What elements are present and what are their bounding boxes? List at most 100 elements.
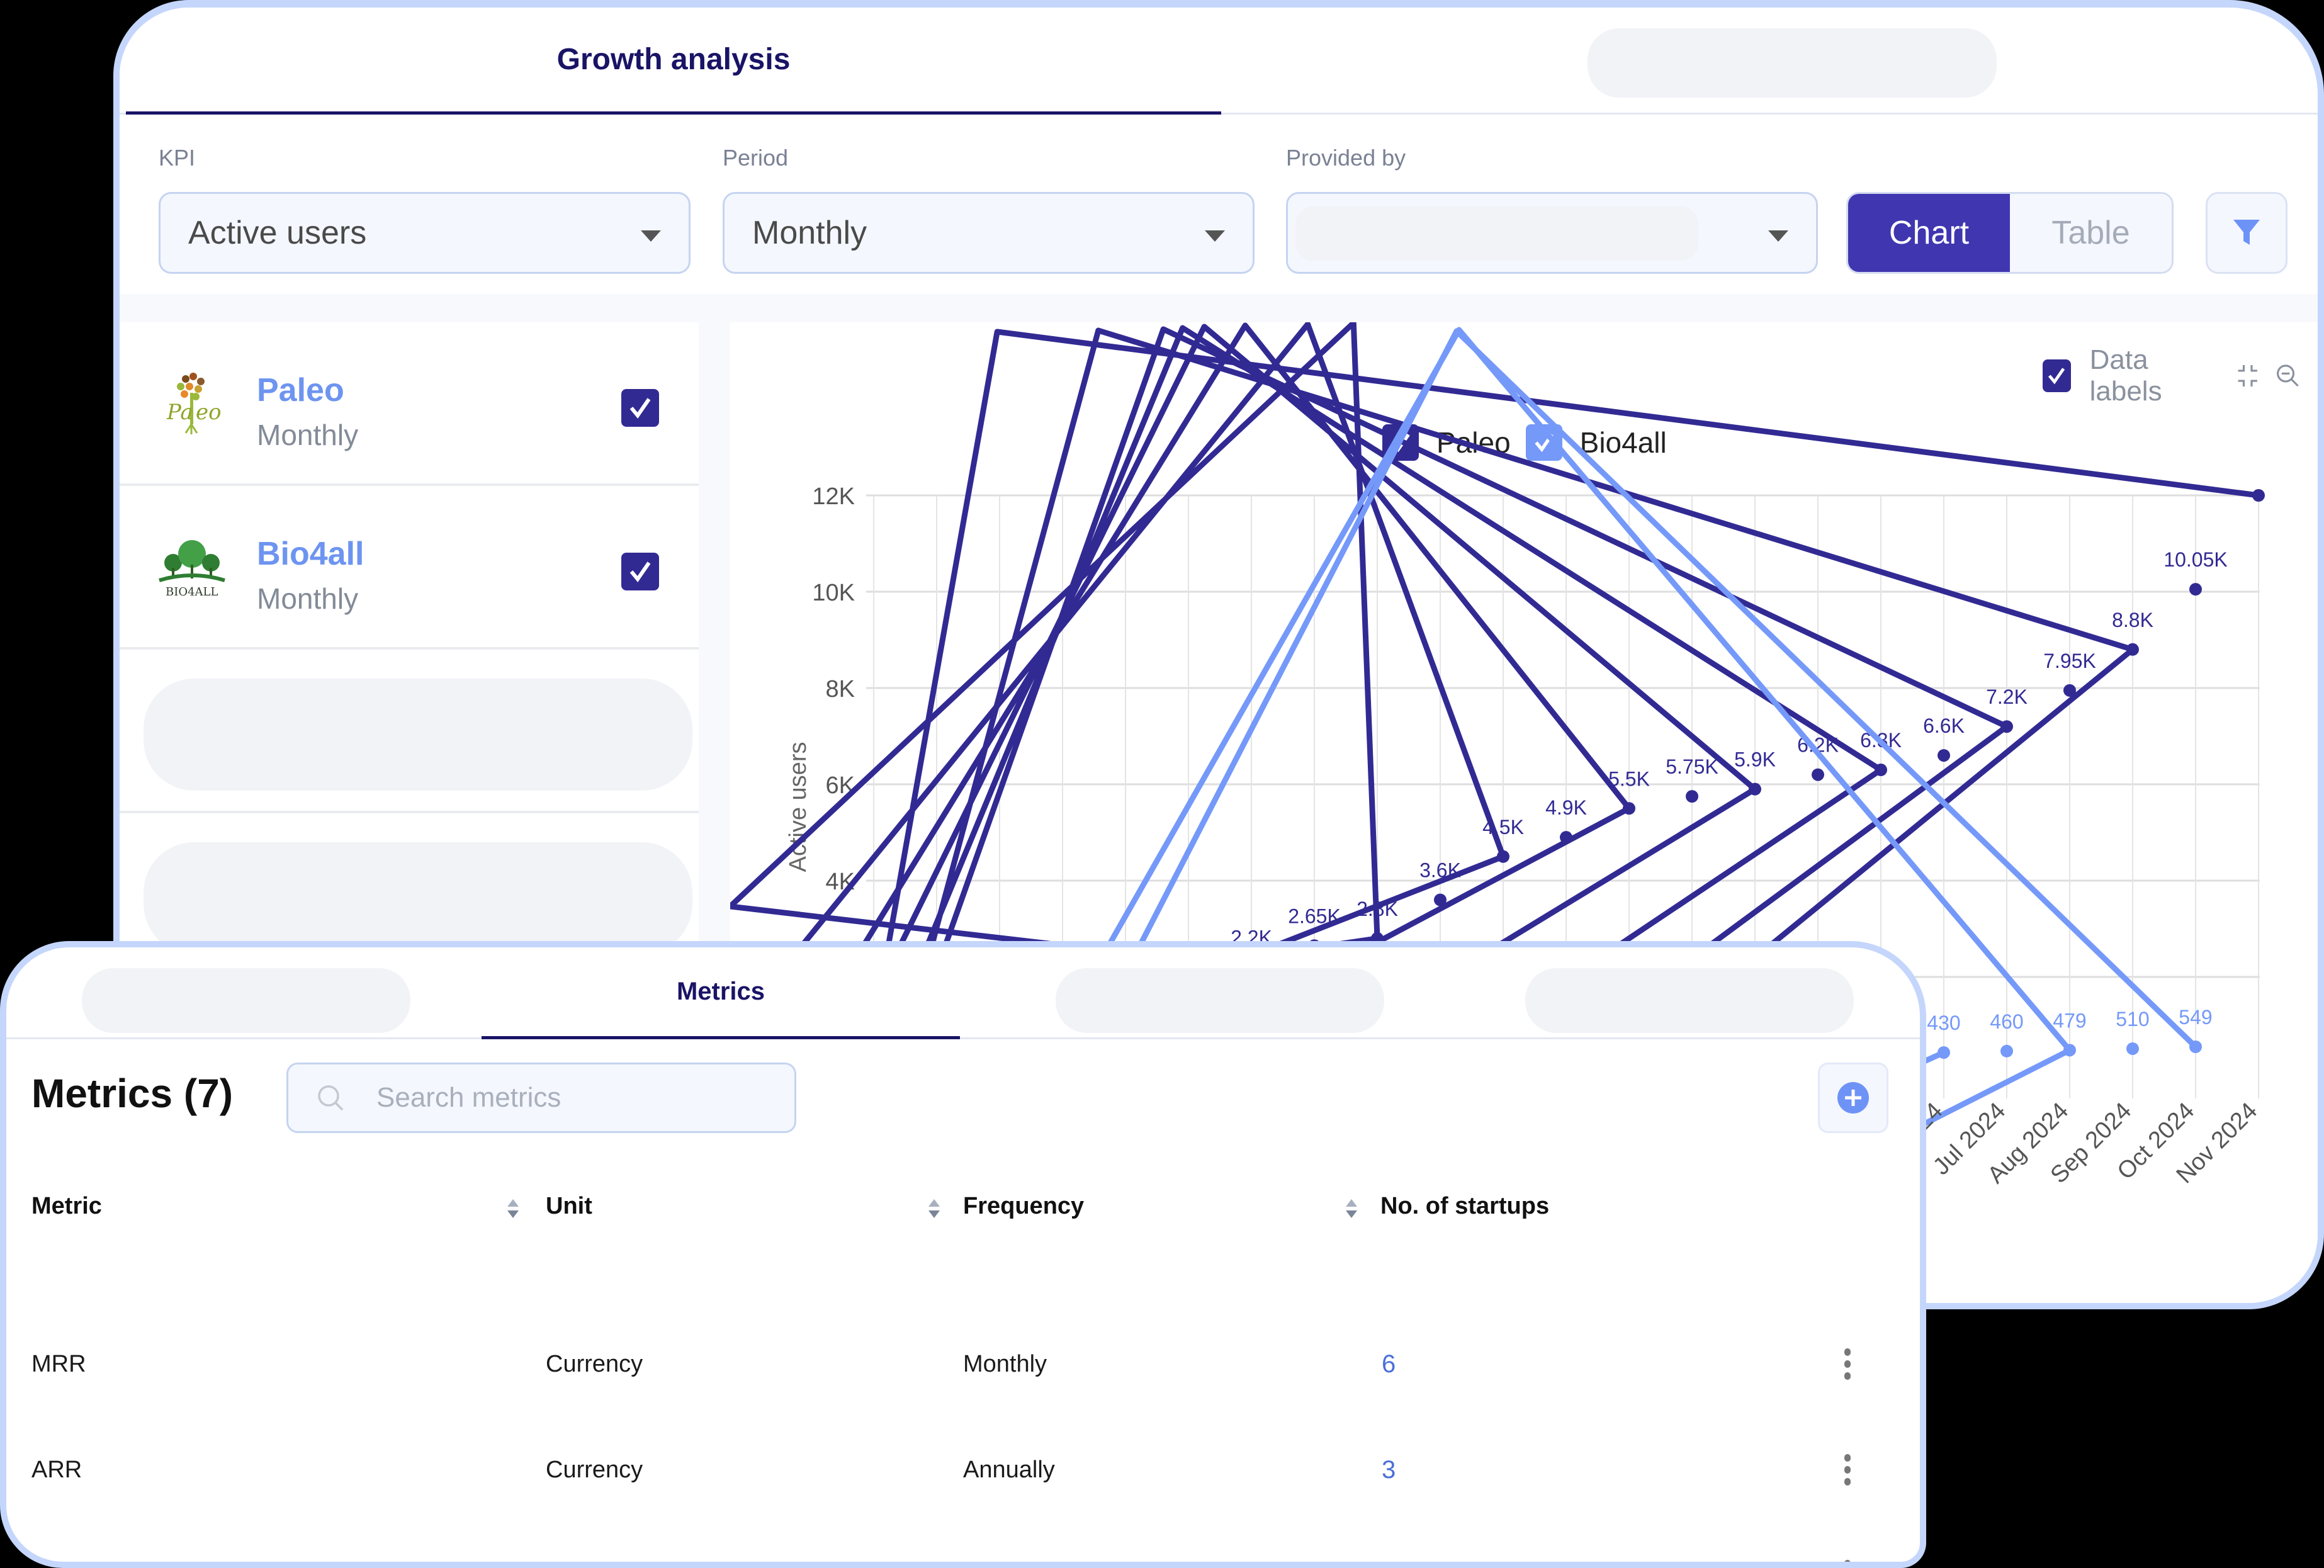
kpi-value: Active users — [188, 215, 367, 251]
cell-metric: MRR — [31, 1350, 86, 1377]
svg-text:7.95K: 7.95K — [2043, 650, 2096, 672]
zoom-in-icon[interactable] — [2317, 362, 2324, 390]
more-options-icon[interactable] — [1844, 1417, 1851, 1523]
period-select[interactable]: Monthly — [723, 192, 1255, 274]
svg-text:3.6K: 3.6K — [1419, 859, 1461, 882]
provided-by-select[interactable] — [1286, 192, 1818, 274]
startup-name[interactable]: Paleo — [257, 372, 344, 409]
table-row[interactable]: ARR Currency Annually 3 — [6, 1417, 1920, 1523]
checkmark-icon — [2048, 368, 2065, 385]
more-options-icon[interactable] — [1844, 1311, 1851, 1417]
cell-unit: Currency — [546, 1456, 643, 1483]
paleo-logo: Pa eo — [166, 373, 222, 434]
startup-item-paleo[interactable]: Pa eo Paleo Monthly — [120, 322, 699, 486]
sort-icon[interactable] — [1345, 1198, 1358, 1219]
sort-icon[interactable] — [927, 1198, 941, 1219]
period-label: Period — [723, 145, 789, 171]
tab-metrics[interactable]: Metrics — [482, 947, 960, 1039]
cell-startups-link[interactable]: 3 — [1382, 1455, 1396, 1484]
search-metrics-field[interactable] — [286, 1063, 796, 1133]
data-labels-label: Data labels — [2089, 344, 2162, 407]
svg-text:4.9K: 4.9K — [1545, 796, 1587, 819]
tab-placeholder[interactable] — [82, 968, 410, 1033]
svg-text:549: 549 — [2179, 1006, 2212, 1029]
svg-text:8K: 8K — [826, 676, 855, 702]
startup-item-placeholder — [120, 650, 699, 813]
svg-text:12K: 12K — [812, 483, 855, 510]
startup-checkbox-paleo[interactable] — [621, 389, 659, 427]
provided-by-placeholder — [1295, 206, 1698, 261]
cell-frequency: Monthly — [963, 1350, 1047, 1377]
skeleton-block — [144, 679, 692, 791]
checkmark-icon — [629, 561, 651, 582]
cell-frequency: Annually — [963, 1456, 1055, 1483]
filter-button[interactable] — [2206, 192, 2287, 274]
svg-text:10K: 10K — [812, 580, 855, 606]
svg-text:5.5K: 5.5K — [1608, 767, 1650, 790]
svg-text:4.5K: 4.5K — [1482, 816, 1524, 838]
column-header-metric[interactable]: Metric — [31, 1193, 102, 1219]
cell-metric: Retention rate — [31, 1523, 182, 1562]
cell-frequency: Monthly — [963, 1523, 1047, 1562]
reset-zoom-icon[interactable] — [2236, 363, 2259, 389]
svg-text:5.75K: 5.75K — [1666, 755, 1718, 778]
chart-card: Data labels Paleo Bio4all 4K 6K 8K 10K 12K A… — [730, 322, 2324, 1303]
table-view-button[interactable]: Table — [2010, 194, 2172, 272]
metrics-window: Metrics Metrics (7) Metric Unit Frequenc… — [0, 941, 1926, 1568]
svg-text:BIO4ALL: BIO4ALL — [166, 585, 218, 599]
checkmark-icon — [629, 398, 651, 419]
svg-text:eo: eo — [196, 400, 222, 425]
tab-growth-analysis[interactable]: Growth analysis — [126, 8, 1221, 115]
more-options-icon[interactable] — [1844, 1523, 1851, 1562]
chevron-down-icon — [641, 230, 661, 242]
growth-tabs: Growth analysis — [120, 8, 2318, 115]
chevron-down-icon — [1205, 230, 1225, 242]
add-circle-icon — [1837, 1082, 1869, 1114]
svg-text:2.65K: 2.65K — [1288, 905, 1341, 927]
metrics-tabs: Metrics — [6, 947, 1920, 1039]
zoom-out-icon[interactable] — [2276, 362, 2300, 390]
tab-placeholder[interactable] — [1588, 28, 1997, 98]
metrics-title: Metrics (7) — [31, 1071, 234, 1116]
svg-text:7.2K: 7.2K — [1986, 685, 2028, 708]
svg-text:510: 510 — [2116, 1008, 2149, 1030]
period-value: Monthly — [752, 215, 867, 251]
cell-unit: Percentage — [546, 1523, 668, 1562]
kpi-label: KPI — [159, 145, 196, 171]
chart-view-button[interactable]: Chart — [1848, 194, 2010, 272]
column-header-unit[interactable]: Unit — [546, 1193, 592, 1219]
svg-text:10.05K: 10.05K — [2163, 548, 2227, 571]
sort-icon[interactable] — [506, 1198, 520, 1219]
search-metrics-input[interactable] — [376, 1082, 794, 1114]
cell-unit: Currency — [546, 1350, 643, 1377]
tab-placeholder[interactable] — [1525, 968, 1854, 1033]
column-header-frequency[interactable]: Frequency — [963, 1193, 1085, 1219]
svg-text:460: 460 — [1990, 1010, 2023, 1033]
startup-item-bio4all[interactable]: BIO4ALL Bio4all Monthly — [120, 486, 699, 650]
startup-name[interactable]: Bio4all — [257, 536, 364, 572]
provided-by-label: Provided by — [1286, 145, 1406, 171]
growth-analysis-window: Growth analysis KPI Active users Period … — [113, 0, 2324, 1309]
table-row[interactable]: Retention rate Percentage Monthly 6 — [6, 1523, 1920, 1562]
add-metric-button[interactable] — [1818, 1063, 1888, 1133]
tab-placeholder[interactable] — [1056, 968, 1384, 1033]
table-row[interactable]: MRR Currency Monthly 6 — [6, 1311, 1920, 1417]
column-header-startups[interactable]: No. of startups — [1380, 1193, 1550, 1219]
view-toggle: Chart Table — [1846, 192, 2174, 274]
startup-frequency: Monthly — [257, 419, 359, 451]
startup-frequency: Monthly — [257, 582, 359, 615]
kpi-select[interactable]: Active users — [159, 192, 691, 274]
startup-checkbox-bio4all[interactable] — [621, 553, 659, 590]
data-labels-checkbox[interactable] — [2043, 359, 2071, 392]
svg-text:430: 430 — [1927, 1012, 1960, 1034]
cell-metric: ARR — [31, 1456, 82, 1483]
svg-text:Pa: Pa — [166, 400, 193, 425]
skeleton-block — [144, 842, 692, 954]
bio4all-logo: BIO4ALL — [159, 540, 225, 599]
cell-startups-link[interactable]: 6 — [1382, 1350, 1396, 1378]
filter-icon — [2233, 220, 2260, 245]
svg-text:2.8K: 2.8K — [1357, 898, 1398, 920]
filter-bar: KPI Active users Period Monthly Provided… — [120, 115, 2318, 329]
cell-startups-link[interactable]: 6 — [1382, 1523, 1396, 1562]
